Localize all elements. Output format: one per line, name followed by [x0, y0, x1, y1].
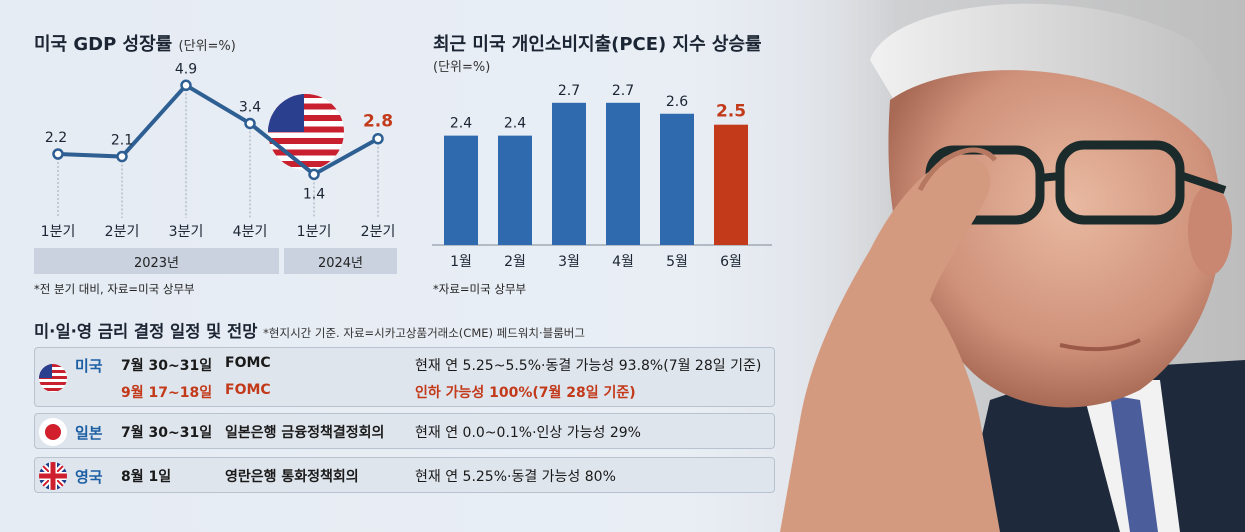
- pce-bar: [606, 102, 640, 245]
- pce-category-label: 6월: [720, 254, 742, 270]
- us-date-2: 9월 17~18일: [121, 385, 213, 401]
- gdp-value-label: 3.4: [239, 99, 261, 115]
- gdp-point: [372, 132, 384, 145]
- pce-category-label: 2월: [504, 254, 526, 270]
- gdp-source-note: *전 분기 대비, 자료=미국 상무부: [34, 282, 195, 296]
- us-flag-icon: [39, 364, 67, 392]
- gdp-category-label: 2분기: [361, 224, 396, 240]
- rates-source-note: *현지시간 기준. 자료=시카고상품거래소(CME) 페드워치·블룸버그: [263, 326, 585, 340]
- uk-outlook: 현재 연 5.25%·동결 가능성 80%: [415, 469, 616, 485]
- pce-chart-title: 최근 미국 개인소비지출(PCE) 지수 상승률: [433, 34, 762, 55]
- pce-bar: [714, 124, 748, 245]
- jp-date: 7월 30~31일: [121, 425, 213, 441]
- pce-value-label: 2.5: [716, 102, 746, 122]
- gdp-series-line: [57, 82, 379, 177]
- gdp-title-text: 미국 GDP 성장률: [34, 34, 173, 55]
- us-outlook-1: 현재 연 5.25~5.5%·동결 가능성 93.8%(7월 28일 기준): [415, 358, 762, 374]
- gdp-category-label: 1분기: [297, 224, 332, 240]
- pce-bar: [498, 135, 532, 245]
- year-label-2023: 2023년: [133, 255, 180, 271]
- country-uk: 영국: [75, 468, 103, 486]
- uk-flag-icon: [39, 462, 67, 490]
- rates-title-text: 미·일·영 금리 결정 일정 및 전망: [34, 322, 258, 341]
- us-event-2: FOMC: [225, 382, 271, 398]
- jp-event: 일본은행 금융정책결정회의: [225, 425, 385, 441]
- pce-category-label: 5월: [666, 254, 688, 270]
- gdp-category-label: 3분기: [169, 224, 204, 240]
- rate-row-jp: 일본 7월 30~31일 일본은행 금융정책결정회의 현재 연 0.0~0.1%…: [34, 413, 775, 449]
- uk-event: 영란은행 통화정책회의: [225, 469, 359, 485]
- rate-row-us: 미국 7월 30~31일 FOMC 현재 연 5.25~5.5%·동결 가능성 …: [34, 347, 775, 407]
- gdp-value-label: 2.8: [363, 112, 393, 132]
- gdp-line-chart: 2.2 1분기 2.1 2분기 4.9 3분기 3.4 4분기 1.4 1분기 2.8 2분기: [41, 61, 396, 240]
- country-us: 미국: [75, 357, 103, 375]
- us-outlook-2: 인하 가능성 100%(7월 28일 기준): [415, 385, 636, 401]
- us-flag-decoration-icon: [268, 94, 344, 170]
- gdp-point: [244, 117, 256, 130]
- gdp-category-label: 4분기: [233, 224, 268, 240]
- gdp-value-label: 4.9: [175, 61, 197, 77]
- pce-value-label: 2.4: [504, 116, 526, 132]
- gdp-point: [180, 79, 192, 92]
- gdp-point: [52, 148, 64, 160]
- pce-bar: [444, 135, 478, 245]
- year-band-2023: 2023년: [34, 248, 279, 274]
- pce-category-label: 1월: [450, 254, 472, 270]
- pce-value-label: 2.4: [450, 116, 472, 132]
- rate-row-uk: 영국 8월 1일 영란은행 통화정책회의 현재 연 5.25%·동결 가능성 8…: [34, 457, 775, 493]
- jp-outlook: 현재 연 0.0~0.1%·인상 가능성 29%: [415, 425, 641, 441]
- gdp-chart-title: 미국 GDP 성장률 (단위=%): [34, 30, 236, 56]
- gdp-point: [308, 168, 320, 181]
- country-jp: 일본: [75, 424, 103, 442]
- gdp-value-label: 2.2: [45, 130, 67, 146]
- gdp-category-label: 2분기: [105, 224, 140, 240]
- pce-value-label: 2.6: [666, 94, 688, 110]
- pce-category-label: 3월: [558, 254, 580, 270]
- pce-bar-chart: 2.4 1월 2.4 2월 2.7 3월 2.7 4월 2.6 5월 2.5 6월: [432, 83, 772, 270]
- us-date-1: 7월 30~31일: [121, 358, 213, 374]
- gdp-value-label: 1.4: [303, 186, 325, 202]
- uk-date: 8월 1일: [121, 469, 172, 485]
- pce-value-label: 2.7: [558, 83, 580, 99]
- japan-flag-icon: [39, 418, 67, 446]
- photo-person-adjusting-glasses: [780, 0, 1245, 532]
- pce-category-label: 4월: [612, 254, 634, 270]
- gdp-point: [116, 150, 128, 163]
- rates-title: 미·일·영 금리 결정 일정 및 전망 *현지시간 기준. 자료=시카고상품거래…: [34, 318, 585, 342]
- us-event-1: FOMC: [225, 355, 271, 371]
- gdp-unit: (단위=%): [178, 39, 236, 54]
- pce-source-note: *자료=미국 상무부: [433, 282, 527, 296]
- pce-unit: (단위=%): [433, 60, 491, 75]
- gdp-value-label: 2.1: [111, 133, 133, 149]
- pce-bar: [552, 102, 586, 245]
- gdp-category-label: 1분기: [41, 224, 76, 240]
- pce-value-label: 2.7: [612, 83, 634, 99]
- year-band-2024: 2024년: [284, 248, 397, 274]
- pce-bar: [660, 113, 694, 245]
- year-label-2024: 2024년: [317, 255, 364, 271]
